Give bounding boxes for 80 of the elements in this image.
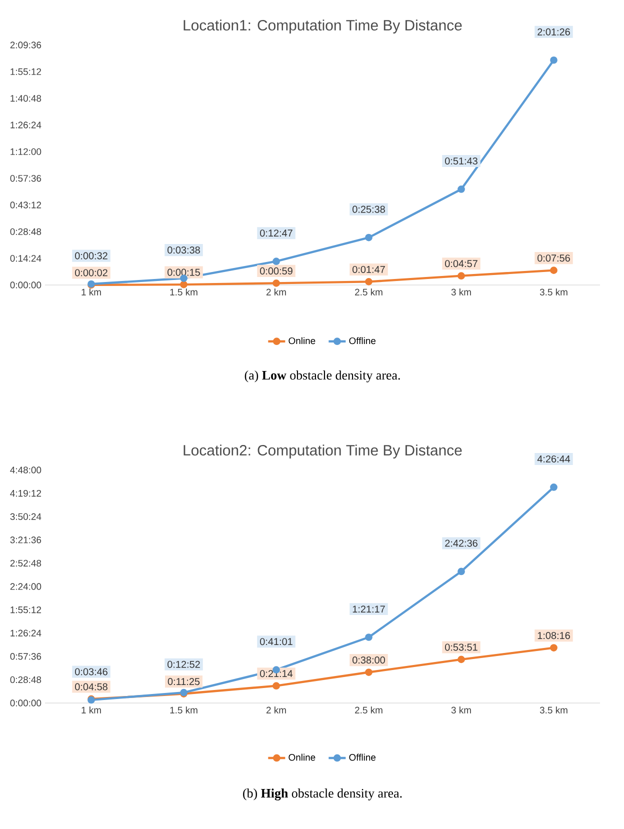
text: (b) High obstacle density area. (243, 788, 402, 800)
point (458, 568, 465, 576)
x-tick-label: 2 km (266, 288, 286, 296)
y-tick-label: 0:00:00 (10, 282, 42, 288)
y-tick-label: 3:21:36 (10, 536, 42, 544)
data-label: 0:01:47 (352, 266, 385, 273)
point (365, 278, 372, 286)
y-tick-label: 1:12:00 (10, 148, 42, 156)
y-tick-label: 0:57:36 (10, 174, 42, 182)
y-tick-label: 1:55:12 (10, 606, 42, 614)
y-tick-label: 0:57:36 (10, 653, 42, 660)
point (550, 56, 558, 64)
point (365, 234, 372, 242)
point (272, 280, 280, 287)
y-tick-label: 2:09:36 (10, 42, 42, 48)
data-label: 1:08:16 (538, 632, 570, 640)
y-tick-label: 1:26:24 (10, 122, 42, 128)
data-label: 2:42:36 (445, 540, 478, 547)
data-label: 0:11:25 (168, 678, 200, 686)
point (365, 668, 372, 676)
data-label: 0:53:51 (445, 644, 478, 651)
y-tick-label: 0:28:48 (10, 676, 42, 684)
chart-title: Location1: Computation Time By Distance (184, 20, 462, 34)
y-tick-label: 0:14:24 (10, 254, 42, 262)
legend-label: Online (288, 337, 316, 344)
y-tick-label: 2:52:48 (10, 560, 42, 567)
x-tick-label: 3.5 km (540, 706, 568, 714)
point (272, 258, 280, 266)
y-tick-label: 0:28:48 (10, 228, 42, 236)
data-label: 0:03:46 (75, 668, 108, 676)
data-label: 0:00:02 (75, 269, 108, 276)
x-tick-label: 2 km (266, 706, 286, 714)
y-tick-label: 0:43:12 (10, 202, 42, 208)
data-label: 0:12:47 (260, 230, 292, 237)
y-tick-label: 3:50:24 (10, 513, 42, 520)
y-tick-label: 1:26:24 (10, 630, 42, 636)
legend-label: Online (288, 754, 316, 761)
point (550, 484, 558, 491)
y-tick-label: 0:00:00 (10, 700, 42, 706)
text: (a) Low obstacle density area. (244, 370, 400, 382)
point (458, 272, 465, 280)
point (550, 266, 558, 274)
x-tick-label: 1 km (82, 706, 101, 714)
y-tick-label: 4:48:00 (10, 466, 42, 474)
data-label: 4:26:44 (537, 455, 570, 463)
point (550, 644, 558, 652)
x-tick-label: 3 km (451, 288, 471, 296)
x-tick-label: 1.5 km (170, 288, 198, 296)
data-label: 0:00:32 (75, 252, 108, 260)
y-tick-label: 1:40:48 (10, 94, 42, 102)
point (180, 280, 188, 288)
x-tick-label: 2.5 km (355, 706, 382, 714)
data-label: 0:04:57 (445, 260, 478, 268)
data-label: 0:00:15 (168, 268, 200, 276)
point (272, 682, 280, 690)
point (458, 186, 465, 193)
data-label: 0:03:38 (168, 246, 200, 254)
data-label: 0:38:00 (352, 656, 385, 664)
x-tick-label: 1 km (82, 288, 101, 296)
data-label: 2:01:26 (538, 28, 570, 36)
x-tick-label: 1.5 km (170, 706, 198, 714)
y-tick-label: 2:24:00 (10, 583, 42, 590)
data-label: 0:12:52 (168, 660, 200, 668)
point (458, 656, 465, 664)
x-tick-label: 3.5 km (540, 288, 568, 296)
data-label: 0:04:58 (75, 683, 108, 690)
point (365, 634, 372, 641)
data-label: 0:25:38 (352, 206, 385, 213)
data-label: 0:07:56 (538, 254, 570, 262)
y-tick-label: 4:19:12 (10, 490, 42, 497)
data-label: 0:00:59 (260, 267, 292, 274)
data-label: 0:41:01 (260, 638, 292, 646)
legend-label: Offline (349, 337, 376, 344)
data-label: 1:21:17 (352, 606, 385, 613)
x-tick-label: 2.5 km (355, 288, 382, 296)
chart-title: Location2: Computation Time By Distance (184, 444, 462, 459)
data-label: 0:51:43 (445, 157, 478, 165)
y-tick-label: 1:55:12 (10, 68, 42, 76)
x-tick-label: 3 km (451, 706, 471, 714)
legend-label: Offline (349, 754, 376, 761)
